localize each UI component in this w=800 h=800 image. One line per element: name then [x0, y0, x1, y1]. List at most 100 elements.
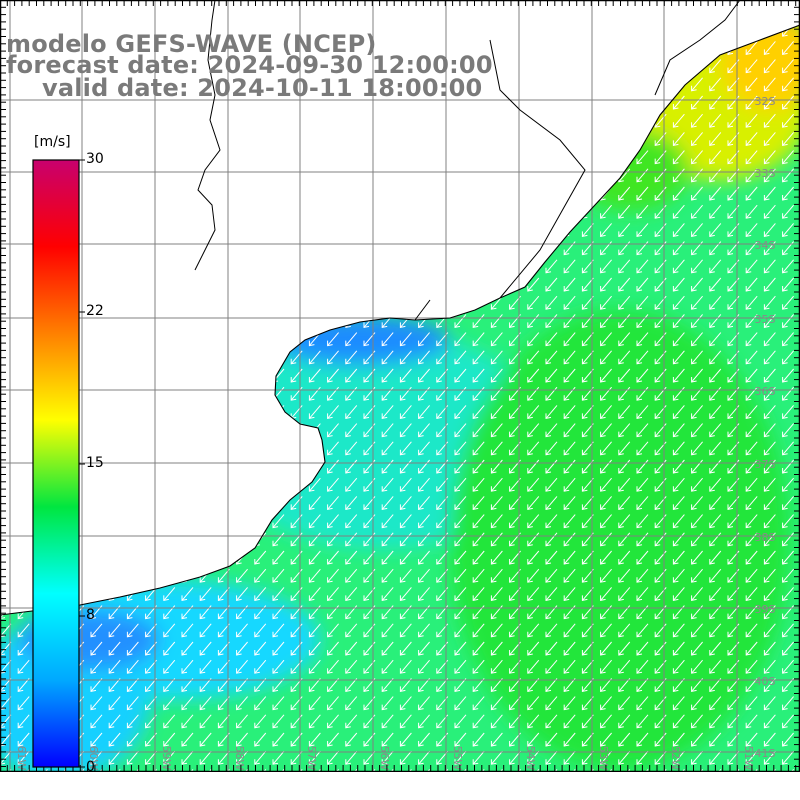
wind-arrow-head — [490, 413, 497, 420]
wind-arrow — [764, 277, 776, 292]
wind-arrow-head — [654, 358, 661, 365]
wind-arrow-head — [545, 304, 552, 310]
wind-arrow — [673, 623, 685, 638]
wind-arrow — [527, 295, 540, 310]
wind-arrow-head — [290, 741, 297, 747]
wind-arrow-head — [399, 522, 406, 529]
wind-arrow — [345, 514, 358, 528]
wind-arrow — [691, 405, 703, 419]
wind-arrow — [691, 41, 703, 55]
wind-arrow — [454, 259, 467, 274]
wind-arrow — [745, 332, 758, 346]
wind-arrow-head — [691, 85, 697, 92]
wind-arrow — [418, 223, 430, 237]
wind-arrow — [108, 750, 121, 765]
wind-arrow — [17, 77, 30, 92]
wind-arrow — [17, 223, 30, 237]
wind-arrow — [309, 368, 321, 383]
wind-arrow-head — [654, 486, 661, 492]
wind-arrow-head — [145, 413, 151, 420]
wind-arrow — [199, 223, 212, 237]
wind-arrow-head — [636, 267, 643, 274]
wind-arrow — [600, 623, 612, 638]
wind-arrow — [491, 204, 503, 219]
wind-arrow-head — [345, 140, 351, 147]
lat-label-41S: 41S — [755, 747, 776, 760]
wind-arrow-head — [563, 722, 570, 729]
wind-arrow — [636, 168, 649, 183]
wind-arrow-head — [17, 195, 24, 201]
wind-arrow — [673, 132, 685, 146]
colorbar-unit-label: [m/s] — [34, 134, 71, 150]
wind-arrow-head — [17, 686, 24, 693]
wind-arrow-head — [618, 668, 624, 674]
wind-arrow-head — [709, 722, 715, 729]
wind-arrow-head — [618, 31, 624, 37]
wind-arrow — [673, 641, 685, 656]
wind-arrow-head — [327, 686, 333, 693]
wind-arrow-head — [672, 413, 679, 420]
wind-arrow-head — [618, 722, 624, 729]
wind-arrow — [327, 368, 339, 383]
wind-arrow-head — [126, 759, 133, 765]
wind-arrow — [472, 204, 485, 219]
wind-arrow — [709, 59, 722, 73]
wind-arrow-head — [17, 413, 24, 420]
wind-arrow-head — [163, 322, 169, 329]
wind-arrow-head — [254, 176, 260, 183]
wind-arrow-head — [472, 559, 479, 565]
wind-arrow-head — [363, 122, 370, 128]
wind-arrow — [782, 678, 794, 692]
wind-arrow-head — [636, 286, 643, 292]
wind-arrow — [90, 550, 103, 565]
wind-arrow-head — [563, 504, 570, 511]
wind-arrow — [709, 750, 722, 765]
wind-arrow-head — [563, 613, 570, 620]
wind-arrow-head — [545, 704, 552, 711]
wind-arrow — [636, 223, 649, 237]
wind-arrow-head — [17, 595, 24, 602]
wind-arrow — [527, 168, 540, 183]
wind-arrow-head — [490, 267, 497, 274]
wind-arrow — [108, 514, 121, 528]
wind-arrow — [181, 477, 194, 492]
wind-arrow-head — [254, 195, 260, 201]
wind-arrow-head — [490, 322, 497, 329]
wind-arrow — [636, 514, 649, 528]
wind-arrow — [199, 295, 212, 310]
wind-arrow-head — [691, 522, 697, 529]
wind-arrow-head — [581, 249, 588, 256]
wind-arrow-head — [600, 468, 606, 474]
wind-arrow-head — [181, 395, 188, 401]
wind-arrow — [309, 150, 321, 164]
wind-arrow-head — [454, 650, 461, 656]
wind-arrow-head — [545, 650, 552, 656]
wind-arrow — [636, 277, 649, 292]
wind-arrow-head — [454, 631, 461, 638]
wind-arrow-head — [308, 395, 315, 401]
wind-arrow — [254, 587, 267, 601]
wind-arrow — [381, 623, 394, 638]
wind-arrow — [127, 714, 139, 729]
wind-arrow-head — [545, 595, 552, 602]
wind-arrow-head — [17, 304, 24, 310]
wind-arrow — [273, 5, 284, 18]
wind-arrow-head — [272, 504, 279, 511]
wind-arrow-head — [254, 286, 260, 292]
wind-arrow — [454, 732, 467, 747]
wind-arrow-head — [490, 304, 497, 310]
wind-arrow-head — [291, 13, 296, 18]
wind-arrow — [309, 532, 321, 547]
wind-arrow — [309, 696, 321, 710]
wind-arrow-head — [290, 176, 297, 183]
wind-arrow — [327, 696, 339, 710]
wind-arrow-head — [217, 358, 224, 365]
wind-arrow — [181, 295, 194, 310]
wind-arrow-head — [90, 249, 97, 256]
wind-arrow — [108, 332, 121, 346]
wind-arrow-head — [381, 395, 388, 401]
wind-arrow-head — [145, 522, 151, 529]
wind-arrow-head — [108, 231, 115, 238]
wind-arrow — [673, 514, 685, 528]
wind-arrow-head — [273, 13, 278, 18]
